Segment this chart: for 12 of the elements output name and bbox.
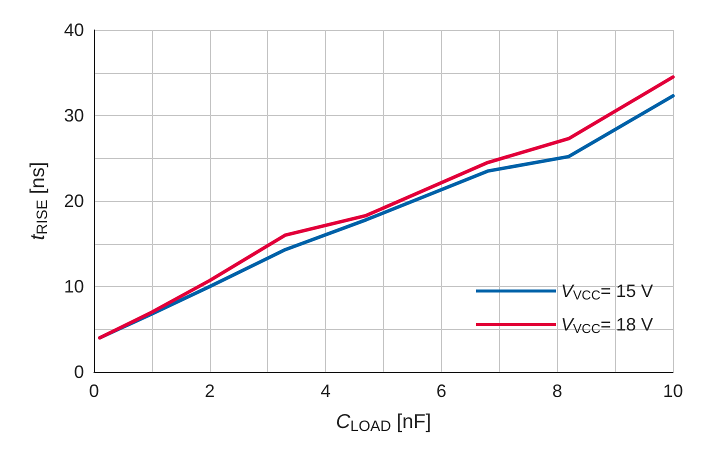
- x-tick-label: 8: [552, 381, 562, 401]
- y-tick-label: 20: [64, 191, 84, 211]
- x-tick-label: 4: [320, 381, 331, 401]
- x-tick-label: 2: [204, 381, 215, 401]
- y-tick-label: 40: [64, 20, 84, 40]
- y-tick-label: 0: [74, 362, 84, 382]
- y-tick-label: 30: [64, 106, 84, 126]
- x-tick-label: 10: [662, 381, 684, 401]
- x-tick-label: 6: [436, 381, 446, 401]
- x-tick-label: 0: [88, 381, 100, 401]
- y-axis-title: tRISE [ns]: [27, 162, 51, 240]
- y-tick-label: 10: [64, 276, 84, 296]
